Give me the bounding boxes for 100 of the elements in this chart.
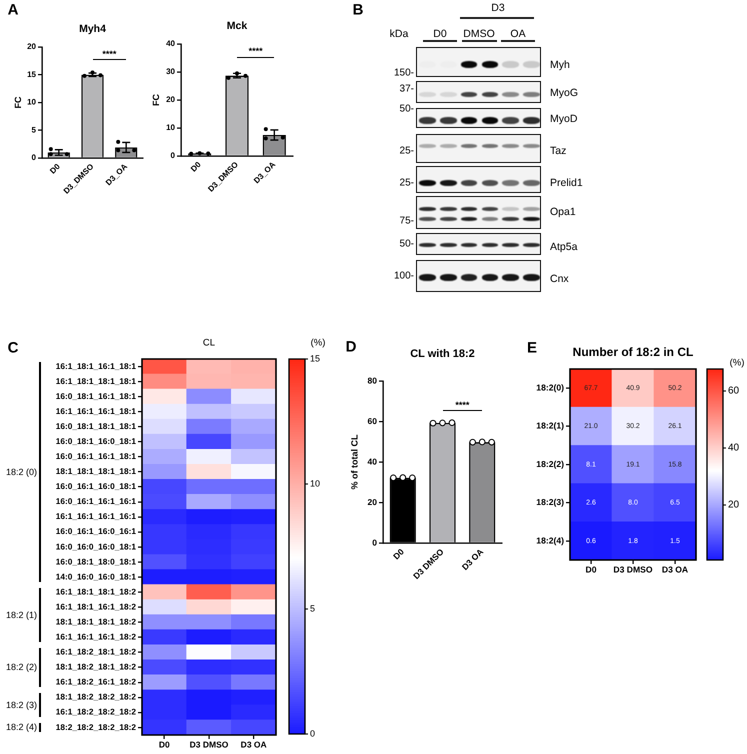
y-tick-label: 16:1_16:1_16:1_18:2 [56,632,136,642]
y-tick-label: 0 [32,153,37,162]
text: B [352,2,364,18]
x-tick-label: D0 [48,162,62,176]
y-tick-label: 16:1_18:1_18:1_18:1 [56,376,136,386]
text: C [8,340,18,356]
y-tick-label: 16:0_18:1_16:0_18:1 [56,436,136,446]
color-bar-label: 20 [728,500,740,511]
y-tick-label: 5 [32,125,37,134]
y-tick-label: 16:0_18:1_18:1_18:1 [56,420,136,431]
text: 37- [400,84,414,94]
x-tick-label: D3 DMSO [613,564,653,575]
y-tick-label: 0 [170,151,176,160]
y-tick-label: 15 [27,70,37,79]
text: MyoG [550,87,578,99]
y-tick-label: 10 [166,123,176,132]
x-tick-label: D3 OA [240,739,267,750]
y-tick-label: 20 [27,42,37,52]
chart-title: Myh4 [79,23,106,35]
color-bar-title: (%) [730,358,744,368]
y-tick-label: 16:1_18:1_18:1_18:2 [56,586,136,596]
text: OA [510,28,526,40]
y-tick-label: 14:0_16:0_16:0_18:1 [56,571,136,582]
chart-title: Number of 18:2 in CL [572,345,694,359]
text: Atp5a [550,241,578,253]
text: Myh [550,59,570,71]
text: A [8,2,18,18]
y-tick-label: 18:1_18:2_18:2_18:2 [56,692,136,702]
y-tick-label: 18:2(3) [536,497,564,508]
y-tick-label: 20 [166,95,176,104]
annotation: **** [455,400,470,410]
text: 18:2 (4) [6,722,37,732]
x-tick-label: D3 DMSO [190,739,229,750]
y-tick-label: 60 [368,416,378,426]
y-tick-label: 16:1_18:2_18:2_18:2 [56,706,136,717]
text: Prelid1 [550,177,583,189]
y-tick-label: 0 [372,537,378,548]
y-tick-label: 16:1_18:1_16:1_18:1 [56,360,136,371]
color-bar-label: 0 [310,728,316,738]
y-axis-title: % of total CL [349,434,360,490]
color-bar-label: 60 [728,386,740,397]
color-bar-label: 40 [728,442,740,454]
y-tick-label: 16:1_16:1_16:1_16:1 [56,511,136,522]
y-tick-label: 30 [166,67,176,76]
y-tick-label: 40 [368,456,378,466]
y-tick-label: 20 [368,496,378,507]
x-tick-label: D0 [391,546,406,562]
chart-title: CL [202,338,216,348]
y-axis-title: FC [150,94,161,106]
y-tick-label: 16:0_18:1_18:0_18:1 [56,556,136,566]
text: 100- [394,270,414,282]
text: 50- [400,104,414,114]
text: 18:2 (3) [6,700,37,710]
text: D [346,338,356,356]
text: 25- [400,178,414,188]
text: kDa [390,28,408,40]
y-tick-label: 16:0_16:1_16:0_16:1 [56,526,136,536]
text: 18:2 (0) [6,466,37,477]
text: E [526,340,538,356]
y-tick-label: 16:1_18:2_18:1_18:2 [56,646,136,657]
y-tick-label: 80 [368,375,378,386]
x-tick-label: D3 OA [662,564,688,575]
text: Taz [550,145,566,157]
text: D0 [433,28,447,40]
color-bar-label: 15 [310,353,320,364]
y-tick-label: 18:1_18:1_18:1_18:1 [56,466,136,476]
color-bar-label: 10 [310,478,320,488]
x-tick-label: D0 [158,739,170,750]
y-tick-label: 40 [166,39,176,48]
text: 75- [400,216,414,226]
text: 25- [400,146,414,156]
y-tick-label: 10 [27,98,37,107]
text: MyoD [550,113,578,125]
y-tick-label: 18:2(4) [536,535,564,546]
y-tick-label: 18:1_18:2_18:1_18:2 [56,662,136,672]
text: 150- [394,68,414,78]
text: Cnx [550,273,569,285]
y-tick-label: 16:0_18:1_16:1_18:1 [56,390,136,401]
text: D3 [491,2,505,14]
y-tick-label: 18:2(2) [536,458,564,469]
annotation: **** [102,48,116,59]
y-tick-label: 16:1_16:1_16:1_18:1 [56,406,136,416]
y-tick-label: 18:1_18:1_18:1_18:2 [56,616,136,626]
text: DMSO [463,28,495,40]
x-tick-label: D3 OA [460,546,486,572]
y-tick-label: 16:0_16:0_16:0_18:1 [56,541,136,552]
y-tick-label: 18:2(1) [536,420,564,431]
text: 18:2 (2) [6,662,37,672]
y-tick-label: 18:2_18:2_18:2_18:2 [56,722,136,732]
chart-title: Mck [226,20,248,32]
y-tick-label: 16:0_16:1_16:1_18:1 [56,451,136,462]
color-bar-title: (%) [310,338,326,348]
annotation: **** [248,46,263,56]
y-tick-label: 16:0_16:1_16:0_18:1 [56,481,136,492]
y-axis-title: FC [12,96,23,108]
y-tick-label: 16:1_18:1_16:1_18:2 [56,601,136,612]
x-tick-label: D0 [189,160,204,174]
y-tick-label: 16:0_16:1_16:1_16:1 [56,496,136,506]
y-tick-label: 16:1_18:2_16:1_18:2 [56,676,136,687]
text: 18:2 (1) [6,610,37,620]
